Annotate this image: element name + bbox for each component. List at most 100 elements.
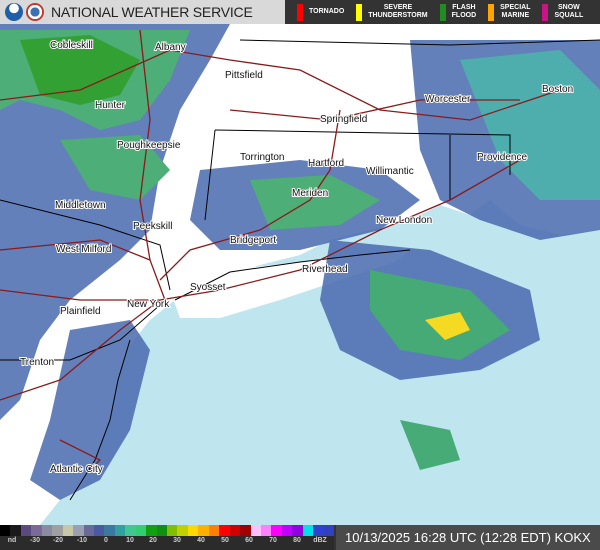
city-label: Hunter [95,100,126,111]
colorbar-swatch [281,525,293,536]
warning-label: SNOW SQUALL [554,4,584,19]
colorbar-tick: 60 [245,537,253,544]
colorbar-swatch [31,525,42,536]
colorbar-tick: nd [7,537,17,544]
colorbar-swatch [20,525,32,536]
city-label: Atlantic City [50,464,103,475]
colorbar-tick: dBZ [313,537,327,544]
warning-legend: TORNADO SEVERE THUNDERSTORM FLASH FLOOD SPE… [285,0,600,24]
city-label: West Milford [56,244,111,255]
city-label: Springfield [320,114,367,125]
city-labels: Cobleskill Albany Pittsfield Hunter Spri… [19,39,574,476]
city-label: Worcester [425,94,471,105]
warning-label: FLASH FLOOD [451,4,477,19]
timestamp: 10/13/2025 16:28 UTC (12:28 EDT) KOKX [336,525,600,550]
city-label: Pittsfield [225,70,263,81]
colorbar-swatch [167,525,178,536]
city-label: Hartford [308,158,344,169]
city-label: Meriden [292,188,328,199]
radar-echoes [0,24,600,500]
colorbar-swatch [302,525,314,536]
city-label: Boston [542,84,573,95]
colorbar-swatch [323,525,334,536]
warning-label: SEVERE THUNDERSTORM [368,4,428,19]
warning-swatch [297,3,303,21]
colorbar-swatch [52,525,63,536]
city-label: New York [127,299,170,310]
colorbar-swatch [219,525,230,536]
warning-label: SPECIAL MARINE [500,4,531,19]
colorbar-tick: -10 [76,537,88,544]
colorbar-swatch [73,525,84,536]
city-label: Cobleskill [50,40,93,51]
colorbar-swatch [156,525,167,536]
header: NATIONAL WEATHER SERVICE TORNADO SEVERE T… [0,0,600,24]
colorbar-swatch [10,525,21,536]
colorbar-swatch [250,525,261,536]
warning-type-tornado: TORNADO [285,0,344,24]
city-label: Trenton [20,357,54,368]
colorbar-tick: 40 [197,537,205,544]
colorbar-ticks: nd -30 -20 -10 0 10 20 30 40 50 60 70 80 dBZ [0,537,334,549]
colorbar-swatch [0,525,11,536]
colorbar-swatch [83,525,94,536]
colorbar-tick: -30 [29,537,41,544]
city-label: Plainfield [60,306,101,317]
city-label: Riverhead [302,264,348,275]
warning-type-severe: SEVERE THUNDERSTORM [344,0,428,24]
colorbar-tick: 50 [221,537,229,544]
warning-swatch [439,3,446,21]
city-label: New London [376,215,432,226]
city-label: Bridgeport [230,235,276,246]
warning-type-special: SPECIAL MARINE [476,0,530,24]
colorbar-swatch [104,525,115,536]
colorbar-swatches [0,525,334,536]
city-label: Albany [155,42,186,53]
state-borders [0,39,600,501]
radar-map[interactable]: Cobleskill Albany Pittsfield Hunter Spri… [0,24,600,525]
noaa-logo [5,3,23,21]
colorbar-swatch [125,525,136,536]
colorbar-swatch [229,525,241,536]
city-label: Middletown [55,200,106,211]
colorbar-swatch [62,525,74,536]
colorbar-swatch [240,525,251,536]
city-label: Poughkeepsie [117,140,181,151]
footer: nd -30 -20 -10 0 10 20 30 40 50 60 70 80 dBZ 10/13/20… [0,525,600,550]
warning-type-snow: SNOW SQUALL [530,0,583,24]
colorbar-swatch [135,525,147,536]
colorbar-swatch [187,525,199,536]
dbz-colorbar: nd -30 -20 -10 0 10 20 30 40 50 60 70 80 dBZ [0,525,334,550]
warning-swatch [542,3,549,21]
warning-type-flash: FLASH FLOOD [428,0,477,24]
warning-swatch [488,3,495,21]
colorbar-swatch [208,525,220,536]
colorbar-swatch [260,525,272,536]
colorbar-swatch [271,525,282,536]
colorbar-swatch [146,525,157,536]
city-label: Providence [477,152,527,163]
colorbar-swatch [93,525,105,536]
colorbar-tick: 70 [269,537,277,544]
site-title: NATIONAL WEATHER SERVICE [51,4,253,20]
colorbar-swatch [177,525,188,536]
colorbar-swatch [41,525,53,536]
colorbar-tick: 10 [126,537,134,544]
colorbar-tick: 0 [104,537,108,544]
city-label: Willimantic [366,166,414,177]
colorbar-tick: 30 [173,537,181,544]
warning-label: TORNADO [309,8,345,15]
highways [0,29,561,471]
city-label: Peekskill [133,221,172,232]
city-label: Torrington [240,152,284,163]
colorbar-tick: -20 [52,537,64,544]
brand[interactable]: NATIONAL WEATHER SERVICE [5,3,253,21]
colorbar-tick: 20 [149,537,157,544]
colorbar-tick: 80 [293,537,301,544]
colorbar-swatch [313,525,324,536]
colorbar-swatch [292,525,303,536]
colorbar-swatch [198,525,209,536]
nws-logo [26,3,44,21]
warning-swatch [356,3,363,21]
colorbar-swatch [114,525,126,536]
